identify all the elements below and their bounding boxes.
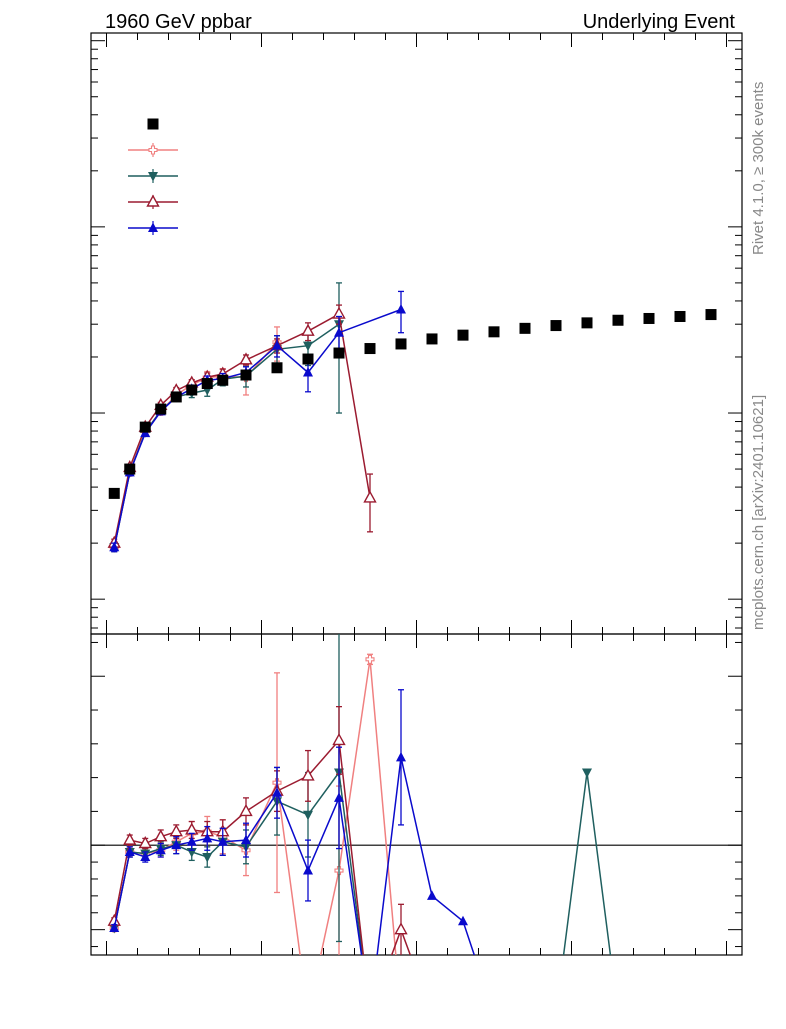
data-point-pythia8 [303,367,313,377]
ratio-point-pythia8 [427,890,437,900]
data-point-cdf [302,353,314,365]
ratio-point-pythia8 [458,915,468,926]
data-point-cdf [457,329,469,341]
ratio-point-pythia6 [332,732,346,746]
ratio-point-pythia8 [202,832,213,843]
data-point-cdf [186,384,198,396]
data-point-cdf [395,338,407,350]
data-point-cdf [155,403,167,415]
data-point-cdf [519,322,531,334]
data-point-cdf [612,314,624,326]
ratio-point-pythia6 [154,829,168,842]
ratio-point-pythia8 [109,922,120,932]
series-epos [109,326,282,553]
header-left: 1960 GeV ppbar [105,11,252,33]
data-point-cdf [108,487,120,499]
data-point-cdf [333,347,345,359]
main-panel [90,32,743,635]
ratio-point-pythia8 [334,792,344,802]
series-cdf [108,309,717,499]
legend-marker-herwig [148,172,158,182]
ratio-point-pythia8 [171,839,182,850]
ratio-point-pythia8 [186,836,197,846]
main-axis-ticks [91,33,742,634]
ratio-point-herwig [582,768,592,779]
series-line-pythia6 [113,312,371,544]
ratio-point-pythia8 [241,834,251,845]
ratio-point-pythia6 [185,822,199,835]
ratio-line-herwig [113,770,612,955]
ratio-line-pythia8 [113,757,476,955]
ratio-point-pythia6 [138,836,152,849]
data-point-cdf [271,362,283,374]
side-label-top: Rivet 4.1.0, ≥ 300k events [750,82,767,255]
ratio-panel [90,633,743,956]
data-point-cdf [170,391,182,403]
series-pythia8 [109,290,406,553]
data-point-cdf [201,378,213,390]
data-point-cdf [217,374,229,386]
ratio-series-pythia8 [109,689,476,955]
data-point-pythia6 [301,323,315,336]
data-point-cdf [240,369,252,381]
ratio-axis-ticks [91,634,742,955]
data-point-herwig [303,341,313,352]
data-point-pythia6 [363,490,377,503]
data-point-cdf [550,320,562,332]
data-point-cdf [124,463,136,475]
ratio-point-pythia8 [217,836,228,846]
legend [128,118,178,235]
ratio-point-pythia8 [272,787,282,797]
data-point-pythia8 [109,541,120,552]
header-right: Underlying Event [583,11,736,33]
data-point-cdf [426,333,438,345]
ratio-point-pythia8 [155,844,166,855]
ratio-point-pythia6 [301,768,315,781]
ratio-point-pythia6 [239,803,253,817]
data-point-pythia6 [239,352,253,365]
side-label-bottom: mcplots.cern.ch [arXiv:2401.10621] [750,395,767,630]
data-point-cdf [364,343,376,355]
data-point-pythia8 [272,340,282,350]
ratio-frame [90,633,743,956]
ratio-series-epos [109,653,397,955]
data-point-cdf [674,310,686,322]
main-frame [90,32,743,635]
ratio-point-pythia6 [123,832,137,845]
data-point-cdf [643,312,655,324]
ratio-point-herwig [303,810,313,821]
data-point-cdf [705,309,717,321]
data-point-cdf [488,326,500,338]
data-point-cdf [581,317,593,329]
ratio-point-pythia8 [140,851,151,862]
legend-marker-cdf [147,118,159,130]
data-point-pythia8 [396,303,406,314]
data-point-pythia8 [334,327,344,337]
ratio-point-pythia6 [394,922,408,935]
legend-marker-pythia8 [148,222,158,232]
ratio-series-pythia6 [107,705,412,955]
ratio-point-pythia8 [124,846,135,856]
data-point-cdf [139,421,151,433]
ratio-point-herwig [202,853,213,863]
legend-marker-pythia6 [146,194,160,207]
ratio-point-epos [365,654,375,664]
ratio-point-pythia6 [169,824,183,837]
legend-marker-epos [148,145,158,155]
ratio-point-pythia8 [396,751,406,762]
ratio-point-pythia8 [303,865,313,875]
